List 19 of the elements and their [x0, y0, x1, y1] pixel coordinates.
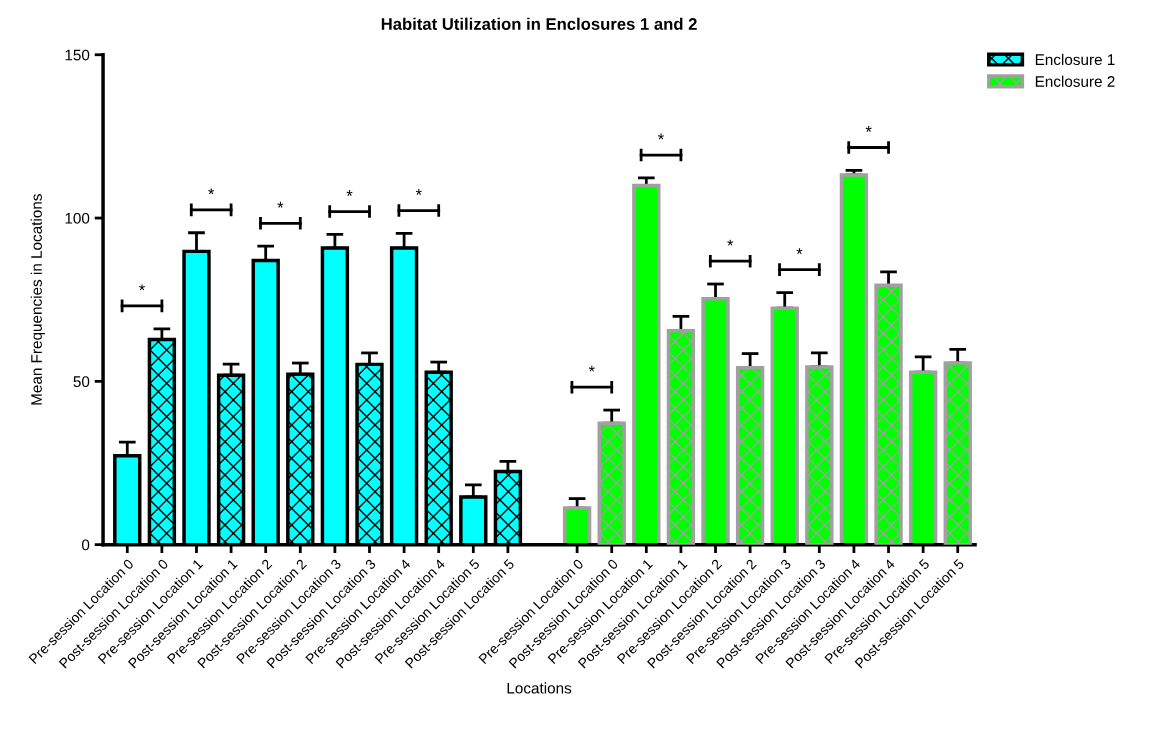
x-axis-title: Locations — [507, 682, 572, 694]
y-axis-title: Mean Frequencies in Locations — [30, 194, 45, 405]
annotation: * — [796, 248, 803, 255]
annotation: * — [727, 239, 734, 246]
annotation: * — [415, 189, 422, 195]
annotation: * — [346, 190, 353, 196]
y-tick-label: 50 — [73, 376, 90, 388]
annotation: * — [277, 201, 284, 208]
annotation: * — [588, 365, 595, 372]
chart-title: Habitat Utilization in Enclosures 1 and 2 — [381, 17, 697, 30]
y-tick-label: 0 — [81, 539, 90, 551]
annotation: * — [658, 133, 664, 140]
annotation: * — [139, 284, 145, 291]
annotation: * — [865, 126, 872, 132]
legend-label: Enclosure 2 — [1035, 75, 1115, 87]
y-tick-label: 100 — [65, 212, 90, 224]
y-tick-label: 150 — [65, 49, 90, 61]
annotation: * — [208, 188, 215, 195]
legend-label: Enclosure 1 — [1035, 53, 1115, 66]
